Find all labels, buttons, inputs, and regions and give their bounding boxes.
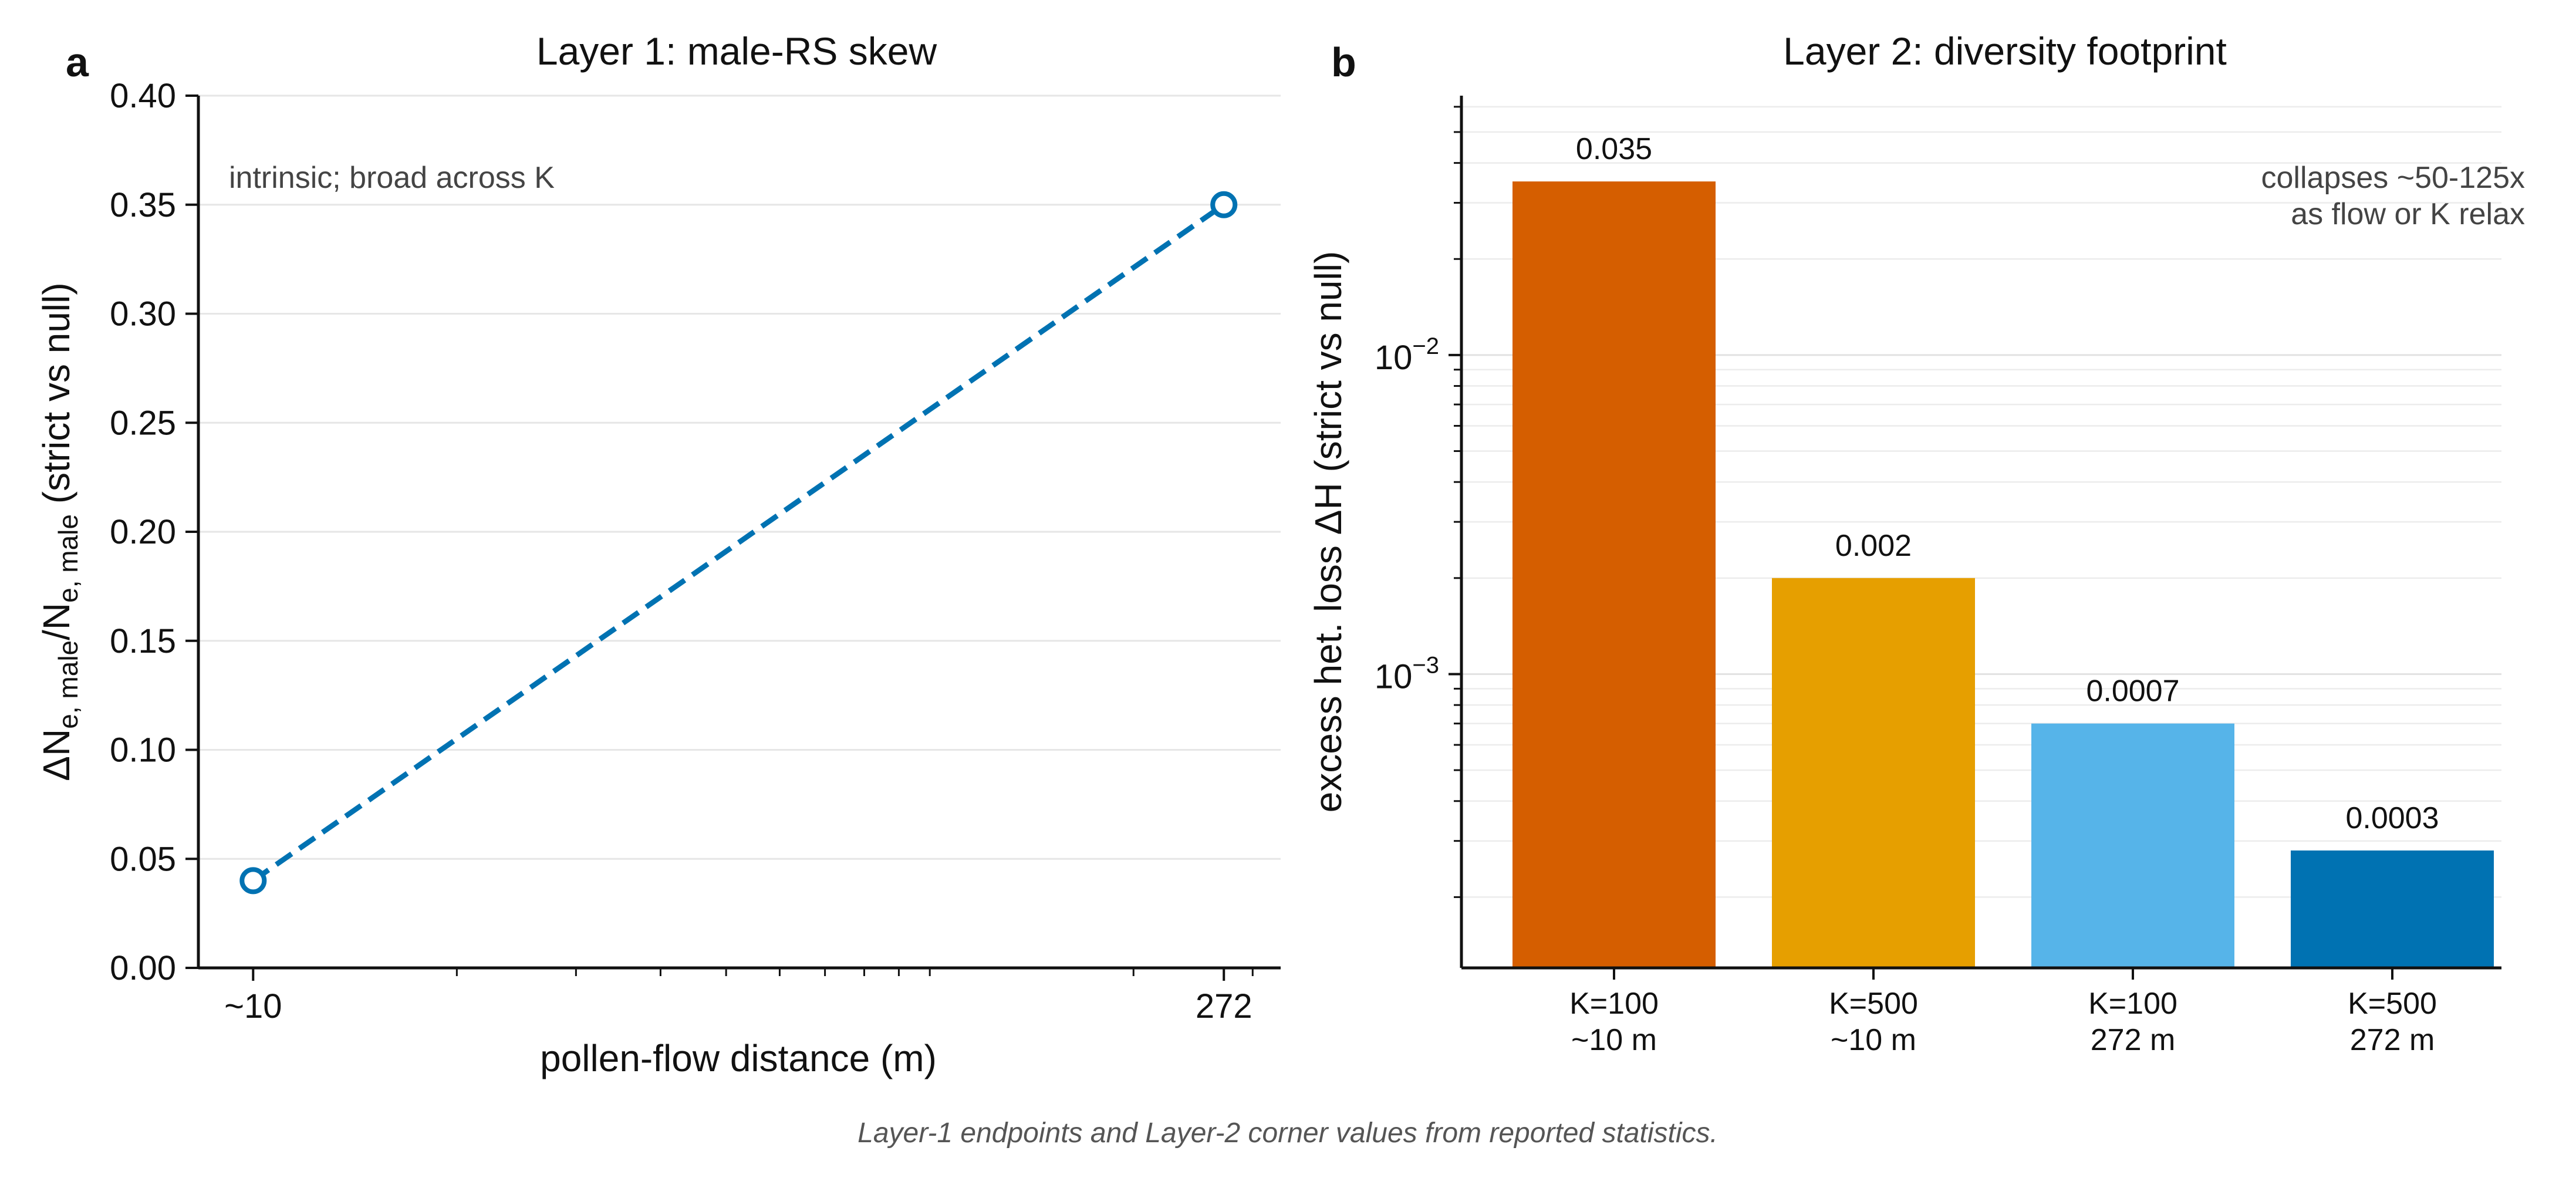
panel-a-y-tick-label: 0.05 (110, 840, 176, 878)
panel-b-annotation-line-1: collapses ~50-125x (2261, 161, 2525, 195)
panel-b-y-tick-label: 10−2 (1375, 333, 1439, 377)
panel-b-category-label: 272 m (2350, 1023, 2435, 1057)
panel-a-y-tick-label: 0.20 (110, 513, 176, 551)
panel-b-value-label: 0.002 (1835, 529, 1912, 563)
panel-a-y-ticks: 0.00 0.05 0.10 0.15 0.20 0.25 0.30 0.35 0.40 (110, 77, 198, 987)
panel-b-category-label: ~10 m (1831, 1023, 1916, 1057)
panel-a-annotation: intrinsic; broad across K (229, 161, 555, 195)
panel-b-bar (2291, 850, 2494, 968)
panel-a-data-point (239, 867, 267, 895)
panel-b-category-label: ~10 m (1571, 1023, 1657, 1057)
panel-b-y-label: excess het. loss ΔH (strict vs null) (1307, 251, 1349, 813)
panel-b-letter: b (1331, 39, 1356, 85)
panel-b-value-label: 0.0003 (2345, 801, 2439, 835)
panel-a-x-tick-label: ~10 (224, 987, 282, 1025)
panel-b-value-label: 0.035 (1576, 132, 1652, 166)
panel-b-annotation-line-2: as flow or K relax (2291, 197, 2525, 231)
panel-a-gridlines (198, 95, 1281, 860)
panel-b-bar (2031, 723, 2234, 968)
panel-b-annotation: collapses ~50-125x as flow or K relax (2261, 161, 2525, 231)
panel-a-line-chart: a Layer 1: male-RS skew 0.00 0.05 0.10 0.15… (35, 29, 1281, 1079)
panel-a-y-tick-label: 0.10 (110, 731, 176, 770)
panel-a-y-tick-label: 0.35 (110, 186, 176, 224)
panel-b-category-label: 272 m (2091, 1023, 2176, 1057)
panel-b-title: Layer 2: diversity footprint (1783, 29, 2227, 73)
panel-b-bar (1772, 578, 1975, 968)
panel-a-data-point (1210, 191, 1238, 218)
panel-a-series-line (251, 203, 1225, 883)
panel-a-y-tick-label: 0.25 (110, 404, 176, 442)
panel-a-series (239, 191, 1238, 895)
panel-b-bar (1512, 181, 1716, 968)
panel-a-x-tick-label: 272 (1196, 987, 1252, 1025)
panel-b-value-label: 0.0007 (2086, 674, 2179, 708)
panel-a-y-tick-label: 0.30 (110, 295, 176, 333)
panel-a-y-tick-label: 0.00 (110, 949, 176, 987)
panel-b-category-label: K=500 (1829, 987, 1918, 1021)
panel-a-title: Layer 1: male-RS skew (536, 29, 937, 73)
panel-b-y-tick-label: 10−3 (1375, 652, 1439, 696)
panel-a-y-tick-label: 0.40 (110, 77, 176, 115)
panel-a-y-tick-label: 0.15 (110, 622, 176, 660)
panel-b-category-label: K=100 (1569, 987, 1659, 1021)
figure-caption: Layer-1 endpoints and Layer-2 corner val… (857, 1118, 1718, 1149)
panel-b-y-ticks: 10−2 10−3 (1375, 106, 1461, 898)
panel-b-category-label: K=100 (2088, 987, 2177, 1021)
panel-b-category-label: K=500 (2348, 987, 2437, 1021)
panel-a-letter: a (66, 39, 89, 85)
panel-a-y-label: ΔNe, male/Ne, male (strict vs null) (35, 282, 83, 781)
panel-b-bar-chart: b Layer 2: diversity footprint 10−210−3 … (1307, 29, 2525, 1057)
panel-a-x-label: pollen-flow distance (m) (540, 1037, 937, 1079)
panel-a-x-ticks: ~10 272 (224, 968, 1254, 1025)
